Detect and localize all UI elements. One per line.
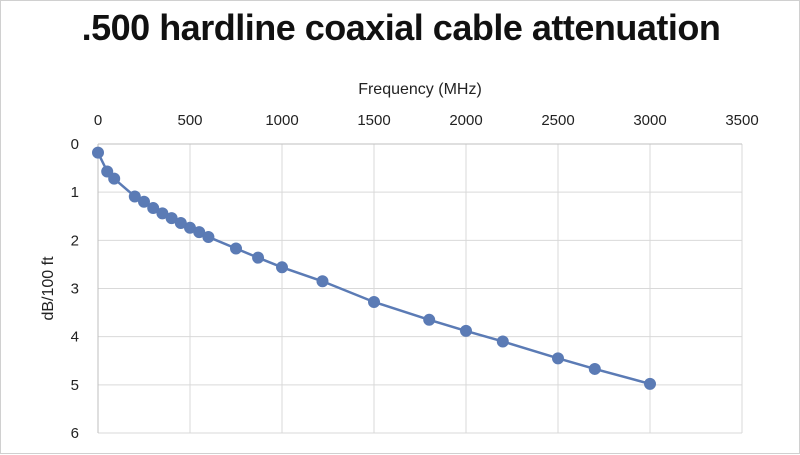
x-tick-label: 3500 (725, 112, 758, 129)
data-point (147, 202, 160, 215)
x-tick-label: 3000 (633, 112, 666, 129)
data-point (423, 313, 436, 326)
y-tick-label: 3 (71, 281, 79, 298)
data-point (193, 226, 206, 239)
data-point (316, 275, 329, 288)
y-tick-label: 0 (71, 136, 79, 153)
y-axis-title: dB/100 ft (40, 256, 57, 321)
data-point (644, 377, 656, 390)
data-point (165, 212, 178, 225)
data-point (276, 261, 288, 274)
y-tick-label: 4 (71, 329, 79, 346)
data-point (252, 251, 265, 264)
y-tick-label: 1 (71, 184, 79, 201)
data-point (588, 362, 601, 375)
y-tick-label: 5 (71, 377, 79, 394)
data-point (101, 165, 114, 178)
data-point (368, 295, 380, 308)
x-tick-label: 0 (94, 112, 102, 129)
data-point (156, 207, 169, 220)
data-point (108, 172, 121, 185)
x-tick-label: 1000 (265, 112, 298, 129)
x-tick-label: 2000 (449, 112, 482, 129)
chart-title: .500 hardline coaxial cable attenuation (81, 7, 721, 48)
data-point (92, 146, 104, 159)
data-point (202, 230, 215, 243)
data-point (138, 195, 150, 208)
data-point (552, 352, 564, 365)
y-tick-label: 6 (71, 425, 79, 442)
y-tick-label: 2 (71, 232, 79, 249)
data-point (230, 242, 242, 255)
data-point (460, 324, 472, 337)
x-tick-label: 2500 (541, 112, 574, 129)
data-point (128, 190, 141, 203)
x-tick-label: 500 (177, 112, 202, 129)
x-tick-label: 1500 (357, 112, 390, 129)
x-axis-title: Frequency (MHz) (358, 81, 482, 98)
data-point (496, 335, 509, 348)
data-point (174, 216, 187, 229)
